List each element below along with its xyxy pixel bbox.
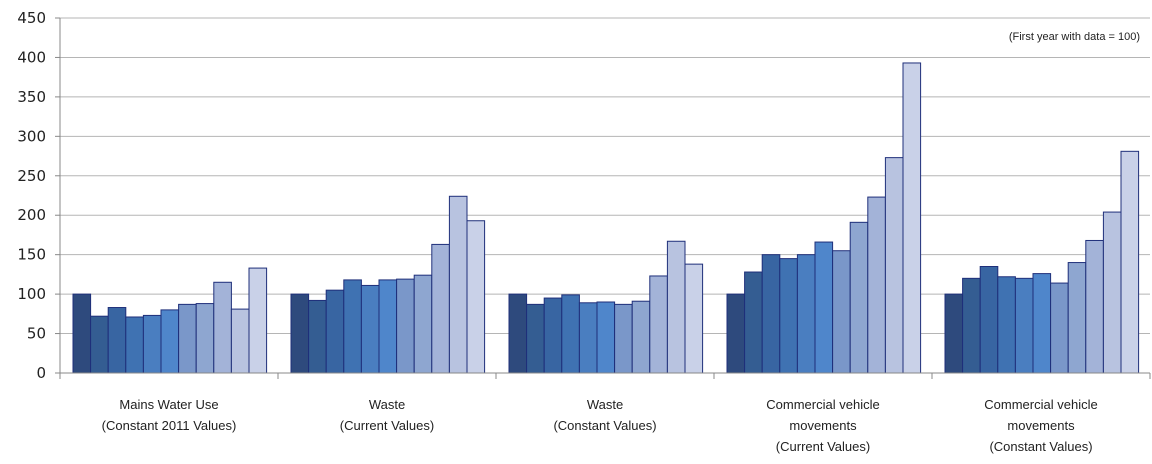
- bar: [832, 250, 851, 374]
- bar: [614, 303, 633, 374]
- bar: [325, 289, 345, 374]
- y-tick-label: 150: [17, 246, 46, 264]
- bar: [979, 266, 999, 374]
- bar: [160, 309, 180, 374]
- bar: [867, 196, 886, 374]
- grid: [60, 17, 1150, 335]
- x-category-label: Waste: [587, 397, 623, 412]
- x-axis-labels: Mains Water Use (Constant 2011 Values) Was…: [102, 397, 1098, 454]
- y-axis: 0 50 100 150 200 250 300 350 400 450: [17, 9, 60, 382]
- x-category-label: Mains Water Use: [119, 397, 218, 412]
- bar: [902, 62, 922, 374]
- bar: [396, 278, 415, 374]
- bar: [360, 284, 380, 374]
- bar: [378, 279, 398, 374]
- bar: [90, 315, 109, 374]
- bar: [1050, 282, 1069, 374]
- bar: [107, 307, 127, 374]
- bar: [343, 279, 362, 374]
- x-category-label: (Constant 2011 Values): [102, 418, 237, 433]
- bar: [561, 294, 580, 374]
- x-category-label: Commercial vehicle: [766, 397, 879, 412]
- bar: [178, 303, 197, 374]
- bar: [744, 271, 763, 374]
- bar: [578, 302, 598, 374]
- bar: [1032, 273, 1052, 374]
- bar: [884, 157, 904, 374]
- bar: [761, 254, 781, 374]
- bar: [290, 293, 310, 374]
- bar: [684, 263, 704, 374]
- x-category-label: (Constant Values): [989, 439, 1092, 454]
- bar: [431, 243, 450, 374]
- bar: [526, 303, 545, 374]
- bar: [814, 241, 834, 374]
- x-category-label: (Constant Values): [553, 418, 656, 433]
- bar: [543, 297, 563, 374]
- chart-annotation: (First year with data = 100): [1009, 31, 1140, 43]
- bar: [466, 220, 486, 374]
- bar: [1014, 277, 1034, 374]
- bar: [726, 293, 746, 374]
- y-tick-label: 400: [17, 48, 46, 66]
- x-category-label: movements: [789, 418, 857, 433]
- bar: [195, 303, 215, 374]
- bar: [1102, 211, 1122, 374]
- bar: [944, 293, 964, 374]
- y-tick-label: 450: [17, 9, 46, 27]
- bar: [308, 299, 327, 374]
- y-tick-label: 350: [17, 88, 46, 106]
- bar: [796, 254, 816, 374]
- bar: [666, 240, 686, 374]
- x-category-label: Waste: [369, 397, 405, 412]
- bar: [649, 275, 668, 374]
- y-tick-label: 250: [17, 167, 46, 185]
- bar: [413, 274, 433, 374]
- bar: [997, 276, 1016, 374]
- bar: [230, 308, 250, 374]
- bar: [508, 293, 528, 374]
- bar: [1067, 262, 1087, 374]
- bar: [631, 300, 651, 374]
- bar: [448, 195, 468, 374]
- bar: [142, 314, 162, 374]
- bar: [72, 293, 92, 374]
- bar: [596, 301, 616, 374]
- x-category-label: (Current Values): [340, 418, 434, 433]
- bar: [125, 316, 144, 374]
- y-tick-label: 300: [17, 127, 46, 145]
- y-tick-label: 100: [17, 285, 46, 303]
- x-category-label: movements: [1007, 418, 1075, 433]
- bar: [962, 277, 981, 374]
- y-tick-label: 0: [36, 364, 46, 382]
- y-tick-label: 200: [17, 206, 46, 224]
- x-category-label: Commercial vehicle: [984, 397, 1097, 412]
- bars: [72, 62, 1140, 374]
- bar: [1085, 239, 1104, 374]
- y-tick-label: 50: [27, 325, 46, 343]
- bar: [779, 258, 798, 374]
- axes: [59, 18, 1151, 379]
- bar: [849, 221, 869, 374]
- bar: [248, 267, 268, 374]
- x-category-label: (Current Values): [776, 439, 870, 454]
- bar: [1120, 150, 1140, 374]
- bar: [213, 281, 232, 374]
